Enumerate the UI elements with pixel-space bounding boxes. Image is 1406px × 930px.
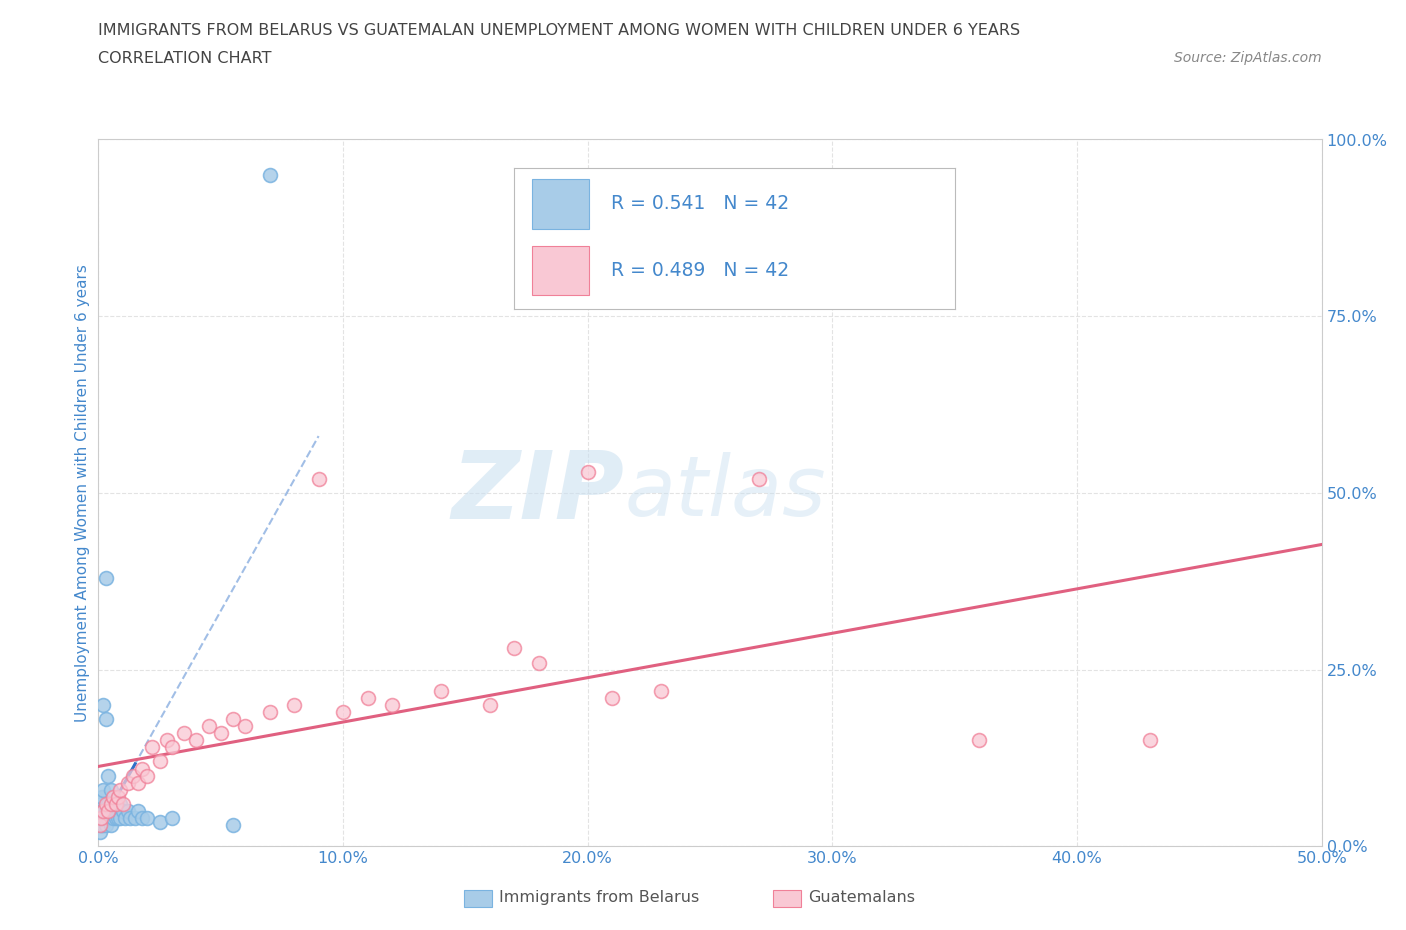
Point xyxy=(127,776,149,790)
Text: Source: ZipAtlas.com: Source: ZipAtlas.com xyxy=(1174,51,1322,65)
Point xyxy=(110,811,132,826)
Point xyxy=(120,811,142,826)
Point xyxy=(101,811,124,826)
Point xyxy=(91,804,114,818)
Point xyxy=(222,711,245,726)
Point xyxy=(110,782,132,797)
Point xyxy=(104,796,127,811)
Point xyxy=(308,472,330,486)
Point xyxy=(90,811,112,826)
Text: IMMIGRANTS FROM BELARUS VS GUATEMALAN UNEMPLOYMENT AMONG WOMEN WITH CHILDREN UND: IMMIGRANTS FROM BELARUS VS GUATEMALAN UN… xyxy=(98,23,1021,38)
Point xyxy=(104,796,127,811)
Point xyxy=(100,796,122,811)
Text: Immigrants from Belarus: Immigrants from Belarus xyxy=(499,890,699,905)
Point xyxy=(110,796,132,811)
Text: CORRELATION CHART: CORRELATION CHART xyxy=(98,51,271,66)
Point xyxy=(89,817,111,832)
Point xyxy=(600,690,623,705)
Point xyxy=(91,804,114,818)
Point xyxy=(131,811,153,826)
Point xyxy=(136,768,159,783)
Point xyxy=(149,814,172,829)
Point xyxy=(101,796,124,811)
Point xyxy=(136,811,159,826)
Point xyxy=(101,790,124,804)
Point xyxy=(127,804,149,818)
Point xyxy=(94,711,117,726)
Point xyxy=(90,811,112,826)
Point xyxy=(160,740,183,755)
Point xyxy=(91,782,114,797)
Point xyxy=(332,705,354,720)
Point xyxy=(104,811,127,826)
Point xyxy=(381,698,404,712)
Point xyxy=(111,804,134,818)
Point xyxy=(107,790,129,804)
Point xyxy=(967,733,990,748)
Point xyxy=(197,719,219,734)
Point xyxy=(117,804,139,818)
Point xyxy=(283,698,305,712)
Point xyxy=(478,698,501,712)
Point xyxy=(94,796,117,811)
Point xyxy=(650,684,672,698)
Point xyxy=(93,811,115,826)
Point xyxy=(107,811,129,826)
Point xyxy=(259,167,281,182)
Point xyxy=(186,733,208,748)
Text: ZIP: ZIP xyxy=(451,447,624,538)
Text: atlas: atlas xyxy=(624,452,827,534)
Point xyxy=(90,817,112,832)
Point xyxy=(97,811,120,826)
Point xyxy=(149,754,172,769)
Point xyxy=(173,725,195,740)
Point xyxy=(121,768,143,783)
Point xyxy=(91,698,114,712)
Point xyxy=(430,684,453,698)
Point xyxy=(100,782,122,797)
Point xyxy=(111,796,134,811)
Point xyxy=(209,725,232,740)
Point xyxy=(91,804,114,818)
Point xyxy=(100,804,122,818)
Point xyxy=(259,705,281,720)
Point xyxy=(100,817,122,832)
Point xyxy=(503,641,526,656)
Point xyxy=(117,776,139,790)
Text: Guatemalans: Guatemalans xyxy=(808,890,915,905)
Point xyxy=(748,472,770,486)
Point xyxy=(89,811,111,826)
Y-axis label: Unemployment Among Women with Children Under 6 years: Unemployment Among Women with Children U… xyxy=(75,264,90,722)
Point xyxy=(94,570,117,585)
Point xyxy=(90,796,112,811)
Point xyxy=(90,804,112,818)
Point xyxy=(97,768,120,783)
Point xyxy=(1139,733,1161,748)
Point xyxy=(97,796,120,811)
Point xyxy=(131,761,153,776)
Point xyxy=(94,804,117,818)
Point xyxy=(141,740,163,755)
Point xyxy=(156,733,179,748)
Point xyxy=(356,690,378,705)
Point xyxy=(91,790,114,804)
Point xyxy=(97,804,120,818)
Point xyxy=(527,655,550,670)
Point xyxy=(160,811,183,826)
Point xyxy=(89,825,111,840)
Point xyxy=(576,464,599,479)
Point xyxy=(233,719,256,734)
Point xyxy=(94,817,117,832)
Point xyxy=(114,811,136,826)
Point xyxy=(91,817,114,832)
Point xyxy=(222,817,245,832)
Point xyxy=(124,811,146,826)
